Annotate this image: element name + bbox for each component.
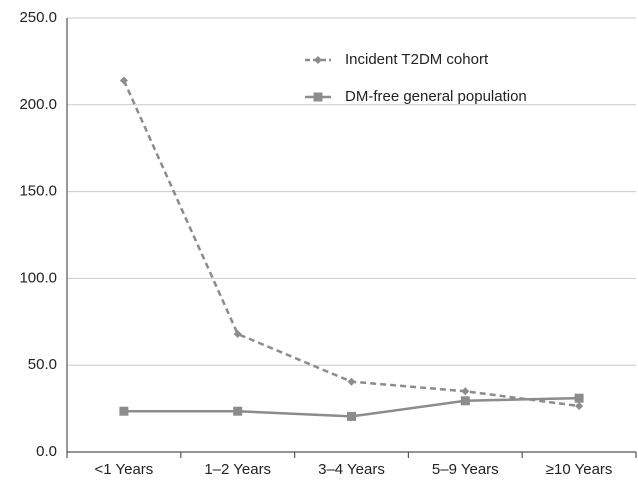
legend-label: Incident T2DM cohort — [345, 51, 489, 68]
x-tick-label: <1 Years — [94, 461, 153, 478]
y-tick-label: 200.0 — [19, 96, 57, 113]
data-point — [233, 329, 242, 338]
legend-marker — [314, 56, 322, 64]
data-point — [575, 401, 584, 410]
data-point — [460, 396, 470, 406]
y-tick-label: 150.0 — [19, 183, 57, 200]
data-point — [233, 406, 243, 416]
x-tick-label: ≥10 Years — [546, 461, 613, 478]
data-point — [347, 377, 356, 386]
data-point — [119, 76, 128, 85]
y-tick-label: 100.0 — [19, 269, 57, 286]
y-tick-label: 0.0 — [36, 443, 57, 460]
data-point — [119, 406, 129, 416]
data-point — [347, 411, 356, 421]
data-point — [574, 393, 584, 403]
data-point — [461, 387, 470, 396]
legend-marker — [313, 92, 323, 102]
legend-label: DM-free general population — [345, 88, 527, 105]
y-tick-label: 250.0 — [19, 9, 57, 26]
series-line — [122, 79, 580, 408]
x-tick-label: 5–9 Years — [432, 461, 499, 478]
x-tick-label: 3–4 Years — [318, 461, 385, 478]
y-tick-label: 50.0 — [28, 356, 57, 373]
x-tick-label: 1–2 Years — [204, 461, 271, 478]
